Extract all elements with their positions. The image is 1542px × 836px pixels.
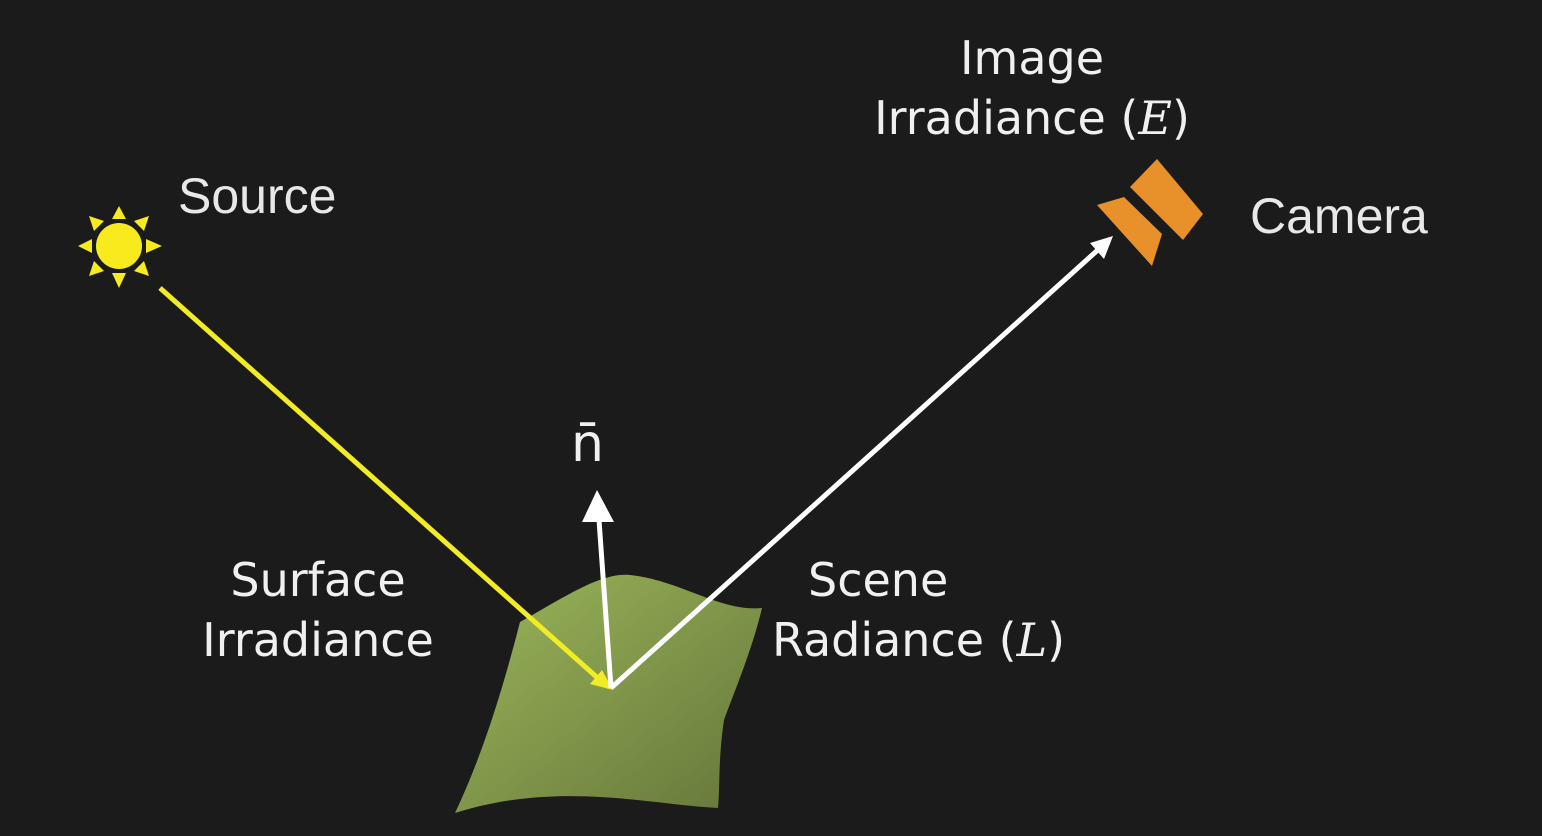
camera-label: Camera (1250, 188, 1428, 244)
image-irradiance-line2: Irradiance (E) (874, 91, 1190, 145)
incident-ray (158, 286, 602, 682)
reflected-ray (609, 246, 1102, 690)
surface-irradiance-line1: Surface (230, 553, 406, 607)
scene-radiance-line1: Scene (808, 553, 949, 607)
surface-irradiance-label: Surface Irradiance (190, 550, 446, 670)
camera-icon (1097, 159, 1203, 266)
source-label: Source (178, 168, 337, 224)
normal-vector-arrowhead (582, 490, 614, 522)
image-irradiance-label: Image Irradiance (E) (852, 28, 1212, 148)
image-irradiance-variable: E (1138, 91, 1172, 145)
surface-irradiance-line2: Irradiance (202, 613, 434, 667)
normal-vector (596, 519, 614, 689)
reflected-ray-arrowhead (1090, 236, 1113, 259)
scene-radiance-label: Scene Radiance (L) (772, 550, 1092, 670)
surface-patch (455, 574, 762, 813)
image-irradiance-line1: Image (959, 31, 1105, 85)
scene-radiance-line2: Radiance (L) (772, 613, 1066, 667)
scene-radiance-variable: L (1016, 613, 1048, 667)
incident-ray-arrowhead (590, 670, 613, 690)
sun-icon (78, 206, 162, 288)
normal-label: n̄ (571, 414, 604, 474)
